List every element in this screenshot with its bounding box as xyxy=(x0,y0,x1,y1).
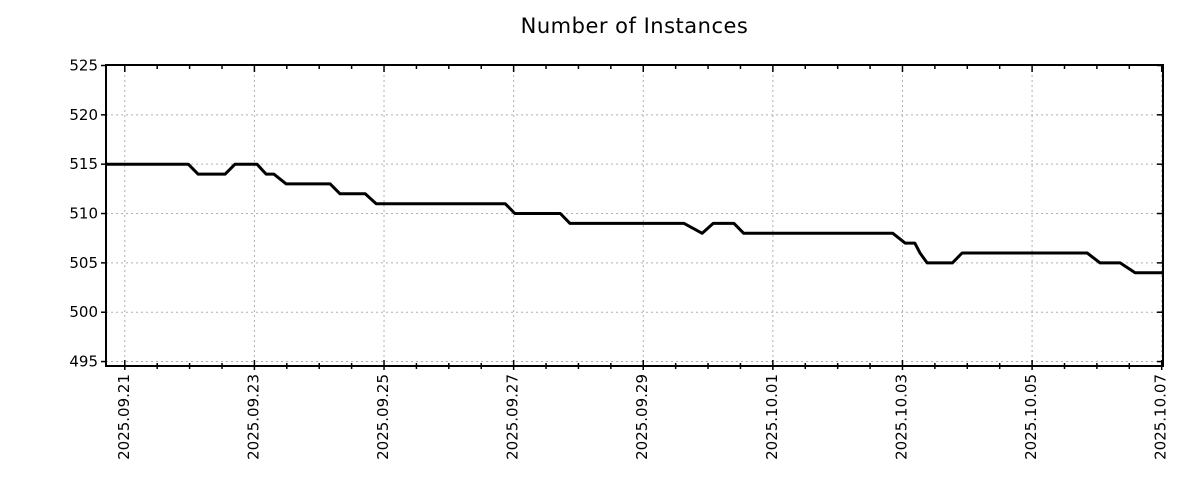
series-line xyxy=(106,162,1163,275)
y-tick-label: 515 xyxy=(69,155,98,173)
y-tick-label: 525 xyxy=(69,56,98,74)
y-tick-label: 510 xyxy=(69,205,98,223)
x-tick-label: 2025.09.23 xyxy=(244,374,262,460)
gridlines xyxy=(106,65,1163,366)
x-tick-label: 2025.09.25 xyxy=(374,374,392,460)
x-tick-label: 2025.09.29 xyxy=(633,374,651,460)
plot-border xyxy=(105,64,1164,367)
x-tick-label: 2025.10.05 xyxy=(1022,374,1040,460)
x-tick-label: 2025.10.07 xyxy=(1152,374,1170,460)
x-tick-label: 2025.10.01 xyxy=(763,374,781,460)
x-tick-label: 2025.09.27 xyxy=(504,374,522,460)
tick-labels: 495 500 505 510 515 520 525 2025.09.21 2025.09.2… xyxy=(69,56,1169,459)
chart-title: Number of Instances xyxy=(520,14,749,38)
y-tick-label: 500 xyxy=(69,303,98,321)
y-tick-label: 505 xyxy=(69,254,98,272)
x-tick-label: 2025.09.21 xyxy=(115,374,133,460)
tick-marks xyxy=(101,64,1163,370)
y-tick-label: 520 xyxy=(69,106,98,124)
x-tick-label: 2025.10.03 xyxy=(893,374,911,460)
y-tick-label: 495 xyxy=(69,353,98,371)
